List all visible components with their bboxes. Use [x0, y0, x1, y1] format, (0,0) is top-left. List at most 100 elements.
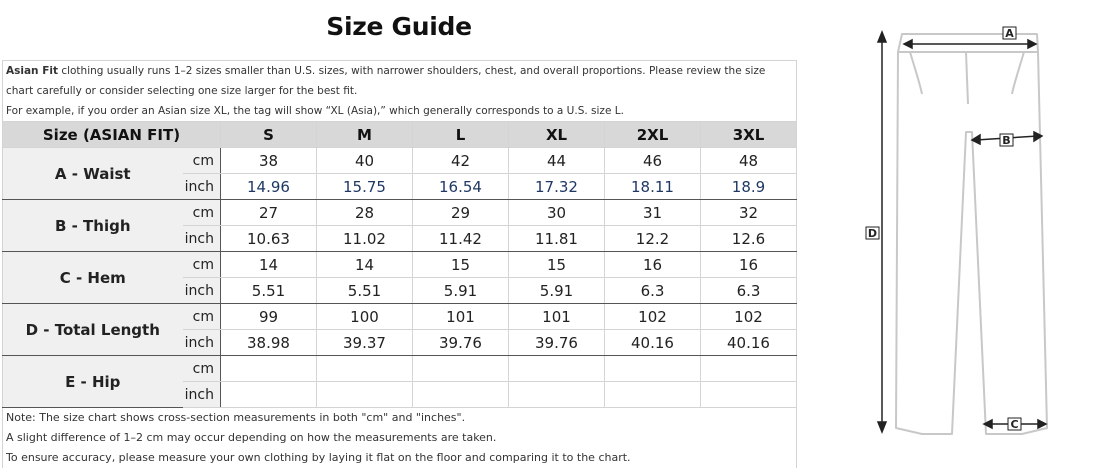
table-cell: 101	[508, 303, 605, 330]
table-cell: 5.91	[412, 277, 509, 304]
note-line: To ensure accuracy, please measure your …	[6, 451, 631, 464]
unit-inch: inch	[182, 277, 221, 304]
table-cell: 39.37	[316, 329, 413, 356]
header-size: S	[220, 121, 317, 148]
size-chart-table: Asian Fit clothing usually runs 1–2 size…	[2, 60, 797, 468]
table-cell	[316, 355, 413, 382]
table-row: inch 5.51 5.51 5.91 5.91 6.3 6.3	[3, 277, 797, 304]
table-cell	[700, 381, 797, 408]
table-row: inch 14.96 15.75 16.54 17.32 18.11 18.9	[3, 173, 797, 200]
table-cell: 11.42	[412, 225, 509, 252]
table-cell: 14	[220, 251, 317, 278]
table-cell: 30	[508, 199, 605, 226]
table-cell: 32	[700, 199, 797, 226]
table-cell: 27	[220, 199, 317, 226]
table-cell: 6.3	[604, 277, 701, 304]
table-cell: 12.2	[604, 225, 701, 252]
pants-diagram: A B C D	[865, 26, 1048, 435]
table-row: B - Thigh cm 27 28 29 30 31 32	[2, 199, 797, 252]
unit-inch: inch	[182, 329, 221, 356]
table-cell: 101	[412, 303, 509, 330]
table-cell: 31	[604, 199, 701, 226]
svg-text:C: C	[1010, 418, 1018, 431]
table-cell: 18.9	[700, 173, 797, 200]
row-label-thigh: B - Thigh	[2, 199, 183, 252]
table-cell: 10.63	[220, 225, 317, 252]
table-cell: 14.96	[220, 173, 317, 200]
table-cell: 15	[508, 251, 605, 278]
note-line: A slight difference of 1–2 cm may occur …	[6, 431, 497, 444]
label-b: B	[999, 133, 1014, 147]
intro-line-1: clothing usually runs 1–2 sizes smaller …	[57, 65, 766, 77]
table-cell: 46	[604, 147, 701, 174]
table-cell: 14	[316, 251, 413, 278]
row-label-hip: E - Hip	[2, 355, 183, 408]
table-row: D - Total Length cm 99 100 101 101 102 1…	[2, 303, 797, 356]
table-cell	[220, 381, 317, 408]
table-cell: 42	[412, 147, 509, 174]
table-cell	[604, 381, 701, 408]
row-label-hem: C - Hem	[2, 251, 183, 304]
table-cell: 12.6	[700, 225, 797, 252]
table-cell: 39.76	[508, 329, 605, 356]
svg-text:D: D	[868, 227, 877, 240]
table-cell	[412, 381, 509, 408]
table-cell: 6.3	[700, 277, 797, 304]
table-cell: 102	[700, 303, 797, 330]
header-size: M	[316, 121, 413, 148]
table-cell: 16	[604, 251, 701, 278]
row-label-waist: A - Waist	[2, 147, 183, 200]
table-cell: 100	[316, 303, 413, 330]
table-cell: 39.76	[412, 329, 509, 356]
notes-row: Note: The size chart shows cross-section…	[2, 407, 797, 468]
table-cell	[508, 355, 605, 382]
table-cell	[604, 355, 701, 382]
table-cell: 15.75	[316, 173, 413, 200]
table-cell	[700, 355, 797, 382]
table-row: C - Hem cm 14 14 15 15 16 16	[2, 251, 797, 304]
unit-cm: cm	[182, 147, 221, 174]
table-cell	[412, 355, 509, 382]
intro-text: Asian Fit clothing usually runs 1–2 size…	[2, 60, 797, 122]
table-cell: 5.51	[220, 277, 317, 304]
unit-inch: inch	[182, 225, 221, 252]
table-cell: 38.98	[220, 329, 317, 356]
unit-cm: cm	[182, 251, 221, 278]
table-cell	[316, 381, 413, 408]
table-cell: 28	[316, 199, 413, 226]
header-size-label: Size (ASIAN FIT)	[2, 121, 221, 148]
length-arrow	[876, 29, 888, 435]
label-c: C	[1007, 417, 1022, 431]
table-cell: 11.81	[508, 225, 605, 252]
note-line: Note: The size chart shows cross-section…	[6, 411, 466, 424]
table-cell: 40.16	[700, 329, 797, 356]
table-cell: 16.54	[412, 173, 509, 200]
intro-row: Asian Fit clothing usually runs 1–2 size…	[2, 60, 797, 122]
table-cell: 40.16	[604, 329, 701, 356]
intro-line-3: For example, if you order an Asian size …	[6, 105, 624, 117]
svg-text:A: A	[1005, 27, 1014, 40]
table-cell: 99	[220, 303, 317, 330]
table-cell: 5.51	[316, 277, 413, 304]
page-title: Size Guide	[326, 12, 472, 41]
label-d: D	[865, 226, 880, 240]
intro-bold: Asian Fit	[6, 65, 58, 77]
table-cell	[508, 381, 605, 408]
table-cell: 44	[508, 147, 605, 174]
table-cell: 16	[700, 251, 797, 278]
header-size: L	[412, 121, 509, 148]
table-cell: 11.02	[316, 225, 413, 252]
header-row: Size (ASIAN FIT) S M L XL 2XL 3XL	[2, 121, 797, 148]
table-cell: 40	[316, 147, 413, 174]
table-cell: 29	[412, 199, 509, 226]
unit-cm: cm	[182, 199, 221, 226]
unit-cm: cm	[182, 355, 221, 382]
intro-line-2: chart carefully or consider selecting on…	[6, 85, 358, 97]
table-cell: 38	[220, 147, 317, 174]
header-size: XL	[508, 121, 605, 148]
table-cell	[220, 355, 317, 382]
table-cell: 102	[604, 303, 701, 330]
row-label-total-length: D - Total Length	[2, 303, 183, 356]
svg-text:B: B	[1002, 134, 1010, 147]
table-cell: 17.32	[508, 173, 605, 200]
